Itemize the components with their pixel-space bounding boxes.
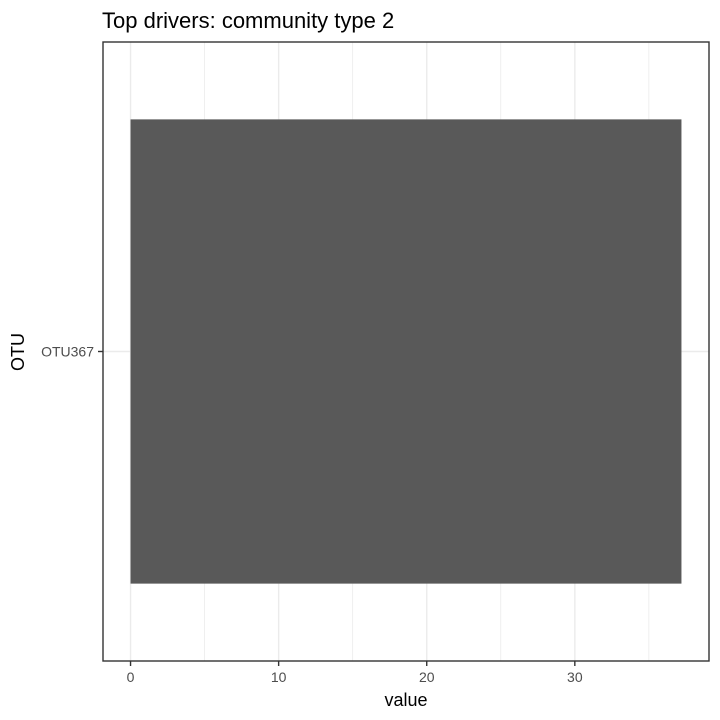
x-tick-label: 10	[271, 669, 287, 685]
bar-otu367	[130, 119, 682, 584]
plot-panel	[102, 41, 710, 662]
chart-title: Top drivers: community type 2	[102, 8, 394, 33]
y-axis: OTU367	[41, 344, 103, 360]
y-tick-label: OTU367	[41, 344, 94, 360]
x-tick-label: 0	[127, 669, 135, 685]
x-axis: 0 10 20 30	[127, 661, 583, 685]
y-axis-title: OTU	[8, 333, 28, 371]
x-axis-title: value	[384, 690, 427, 710]
x-tick-label: 20	[419, 669, 435, 685]
x-tick-label: 30	[567, 669, 583, 685]
bars	[130, 119, 682, 584]
